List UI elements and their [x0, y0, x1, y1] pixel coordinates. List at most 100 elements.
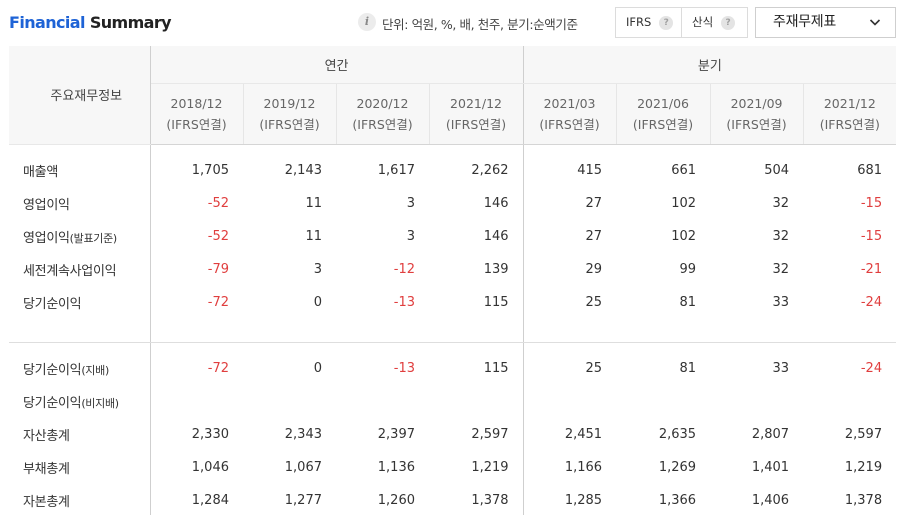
value-cell: 3: [406, 229, 415, 244]
row-label-text: 부채총계: [23, 462, 70, 477]
value-cell: 661: [671, 163, 697, 178]
period-header: 2021/06 (IFRS연결): [615, 83, 711, 145]
value-cell: 1,219: [471, 460, 509, 475]
group-header-quarter: 분기: [522, 46, 897, 84]
period-date: 2020/12: [356, 95, 409, 111]
period-header: 2018/12 (IFRS연결): [150, 83, 243, 145]
row-label: 부채총계: [9, 451, 151, 484]
value-cell: 146: [483, 196, 509, 211]
row-label-text: 자산총계: [23, 429, 70, 444]
table-row: 세전계속사업이익 -79 3 -12 139 29 99 32 -21: [9, 253, 896, 286]
value-cell: 3: [313, 262, 322, 277]
table-row: 당기순이익 -72 0 -13 115 25 81 33 -24: [9, 286, 896, 319]
question-icon[interactable]: ?: [721, 16, 736, 30]
value-cell: [522, 385, 617, 418]
value-cell: 1,166: [522, 451, 617, 484]
value-cell: [710, 385, 803, 418]
value-cell: 2,635: [658, 427, 697, 442]
table-row: 당기순이익(지배) -72 0 -13 115 25 81 33 -24: [9, 352, 896, 385]
value-cell: 146: [483, 229, 509, 244]
ifrs-toggle-button[interactable]: IFRS?: [615, 7, 682, 38]
period-basis: (IFRS연결): [445, 116, 507, 132]
value-cell: 2,451: [522, 418, 617, 451]
value-cell: -21: [860, 262, 883, 277]
value-cell: 2,597: [471, 427, 509, 442]
value-cell: 81: [679, 361, 697, 376]
group-header-annual: 연간: [150, 46, 524, 84]
value-cell: -72: [207, 295, 229, 310]
statement-type-dropdown[interactable]: 주재무제표: [755, 7, 896, 38]
value-cell: 1,277: [284, 493, 322, 508]
period-date: 2021/12: [823, 95, 876, 111]
period-basis: (IFRS연결): [726, 116, 787, 132]
period-basis: (IFRS연결): [166, 116, 227, 132]
row-label-text: 당기순이익: [23, 363, 82, 378]
value-cell: 33: [772, 361, 790, 376]
row-label: 당기순이익: [9, 286, 151, 319]
period-basis: (IFRS연결): [539, 116, 600, 132]
value-cell: -52: [207, 196, 229, 211]
value-cell: [803, 385, 896, 418]
value-cell: 32: [772, 196, 790, 211]
table-row: 당기순이익(비지배): [9, 385, 896, 418]
value-cell: -15: [860, 229, 883, 244]
title-part-financial: Financial: [9, 13, 85, 32]
row-label: 당기순이익(비지배): [9, 385, 151, 418]
table-row: 매출액 1,705 2,143 1,617 2,262 415 661 504 681: [9, 154, 896, 187]
period-basis: (IFRS연결): [352, 116, 413, 132]
spacer-cell: [150, 144, 523, 154]
row-label-text: 자본총계: [23, 495, 70, 510]
value-cell: 81: [679, 295, 697, 310]
spacer-cell: [522, 342, 897, 352]
value-cell: 33: [772, 295, 790, 310]
info-icon[interactable]: i: [358, 13, 376, 31]
value-cell: -13: [393, 295, 415, 310]
row-label-sub: (지배): [81, 364, 109, 377]
question-icon[interactable]: ?: [659, 16, 674, 30]
period-date: 2021/09: [730, 95, 783, 111]
value-cell: [243, 385, 336, 418]
value-cell: 1,378: [471, 493, 509, 508]
spacer-cell: [9, 319, 151, 343]
value-cell: 0: [313, 295, 322, 310]
value-cell: -79: [207, 262, 229, 277]
period-header: 2019/12 (IFRS연결): [242, 83, 336, 145]
row-label-text: 영업이익: [23, 198, 70, 213]
value-cell: [429, 385, 523, 418]
value-cell: 1,067: [284, 460, 322, 475]
value-cell: 25: [522, 286, 617, 319]
value-cell: 1,366: [658, 493, 697, 508]
spacer-row: [9, 319, 897, 343]
row-label: 자산총계: [9, 418, 151, 451]
table-row: 자산총계 2,330 2,343 2,397 2,597 2,451 2,635 2,807 2…: [9, 418, 896, 451]
value-cell: 2,807: [751, 427, 790, 442]
title-part-summary: Summary: [89, 13, 172, 32]
value-cell: 1,617: [377, 163, 415, 178]
period-date: 2021/06: [637, 95, 690, 111]
row-label-text: 세전계속사업이익: [23, 264, 117, 279]
row-label-text: 매출액: [23, 165, 58, 180]
spacer-row: [9, 144, 897, 154]
formula-toggle-button[interactable]: 산식?: [681, 7, 748, 38]
value-cell: 27: [522, 220, 617, 253]
value-cell: -24: [860, 295, 883, 310]
value-cell: -12: [393, 262, 415, 277]
value-cell: 102: [671, 229, 697, 244]
row-label: 영업이익: [9, 187, 151, 220]
row-label-sub: (비지배): [81, 397, 119, 410]
row-label-text: 당기순이익: [23, 297, 82, 312]
value-cell: -24: [860, 361, 883, 376]
ifrs-label: IFRS: [626, 15, 652, 29]
table-row: 영업이익 -52 11 3 146 27 102 32 -15: [9, 187, 896, 220]
top-bar: Financial Summary i 단위: 억원, %, 배, 천주, 분기…: [0, 0, 905, 46]
value-cell: 139: [483, 262, 509, 277]
period-basis: (IFRS연결): [259, 116, 320, 132]
value-cell: 1,378: [844, 493, 883, 508]
spacer-row: [9, 342, 897, 352]
period-header: 2021/09 (IFRS연결): [709, 83, 804, 145]
period-basis: (IFRS연결): [632, 116, 694, 132]
period-date: 2021/12: [450, 95, 502, 111]
value-cell: 102: [671, 196, 697, 211]
value-cell: -13: [393, 361, 415, 376]
page-title: Financial Summary: [9, 13, 172, 32]
